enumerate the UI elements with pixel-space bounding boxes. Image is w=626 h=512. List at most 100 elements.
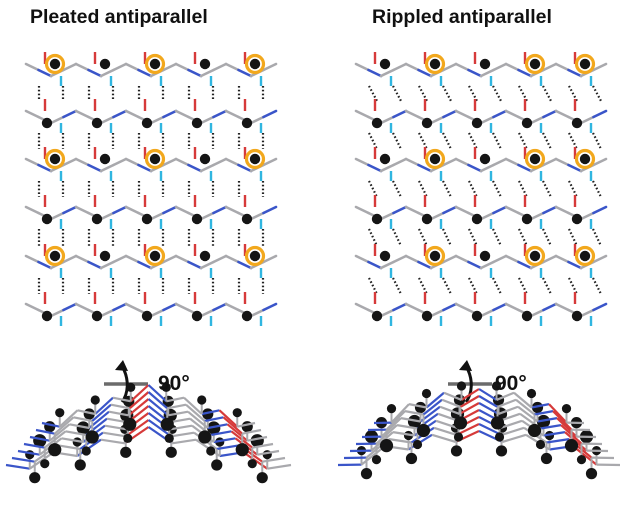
methyl-atom [371,213,383,225]
side-bond [23,442,45,449]
highlight-ring [244,148,266,170]
side-bond [147,384,167,403]
bond [442,254,458,264]
bond [467,68,483,78]
bond [554,302,570,312]
bond [442,109,458,119]
bond [504,62,520,72]
side-bond [112,396,131,403]
hydrogen-bond [492,228,502,247]
bond [237,260,253,270]
bond [112,109,128,119]
methyl-atom [41,213,53,225]
bond [62,254,78,264]
side-bond [210,430,232,437]
highlight-ring [244,245,266,267]
bond [24,62,40,72]
hydrogen-bond [592,85,602,102]
side-bond [497,398,517,408]
side-bond [385,410,406,431]
bond [479,115,495,125]
side-bond [531,403,550,409]
bond [162,302,178,312]
bond [174,254,190,264]
hydrogen-bond [392,180,402,198]
bond [212,62,228,72]
bond [354,157,370,167]
bond [49,115,65,125]
hydrogen-bond [468,277,478,295]
side-bond [242,428,262,435]
bond [592,254,608,264]
bond [529,211,545,221]
bond [74,157,90,167]
side-bond [77,409,96,416]
methyl-atom [371,455,382,465]
bond [454,62,470,72]
bond [99,115,115,125]
bond [62,302,78,312]
highlight-ring [424,245,446,267]
side-bond [556,417,578,438]
bond [74,302,90,312]
methyl-atom [479,250,491,262]
hydrogen-bond [368,180,378,198]
bond [37,68,53,78]
bond [404,62,420,72]
side-bond [61,437,84,444]
side-bond [388,438,412,444]
hydrogen-bond [468,228,478,247]
bond [454,157,470,167]
methyl-atom [199,153,211,165]
bond [454,254,470,264]
side-bond [102,431,126,438]
hydrogen-bond [592,132,602,150]
side-bond [552,410,573,431]
side-bond [94,396,114,415]
bond [162,254,178,264]
bond [567,68,583,78]
methyl-atom [249,58,261,70]
bond [354,302,370,312]
side-bond [73,416,93,423]
bond [99,211,115,221]
bond [417,163,433,173]
bond [379,115,395,125]
bond [354,205,370,215]
side-bond [130,384,150,403]
bond [262,62,278,72]
methyl-atom [81,446,91,456]
side-bond [515,398,536,416]
bond [124,62,140,72]
side-bond [548,403,568,424]
hydrogen-bond [542,228,552,247]
bond [467,260,483,270]
highlight-ring [244,53,266,75]
highlight-ring [524,53,546,75]
bond [24,205,40,215]
bond [417,260,433,270]
highlight-ring [144,245,166,267]
side-bond [172,438,197,445]
bond [404,157,420,167]
side-bond [422,398,443,416]
bond [479,308,495,318]
hydrogen-bond [368,85,378,102]
bond [112,254,128,264]
side-bond [459,395,480,408]
bond [379,163,395,173]
hydrogen-bond [518,85,528,102]
rotation-indicator-right [448,360,492,403]
side-bond [171,431,195,438]
methyl-atom [141,213,153,225]
highlight-ring [144,53,166,75]
bond [429,308,445,318]
bond [137,68,153,78]
methyl-atom [197,395,207,405]
title-rippled: Rippled antiparallel [372,6,552,28]
methyl-atom [191,310,203,322]
hydrogen-bond [592,277,602,295]
methyl-atom [126,382,136,392]
bond [429,115,445,125]
hydrogen-bond [542,180,552,198]
